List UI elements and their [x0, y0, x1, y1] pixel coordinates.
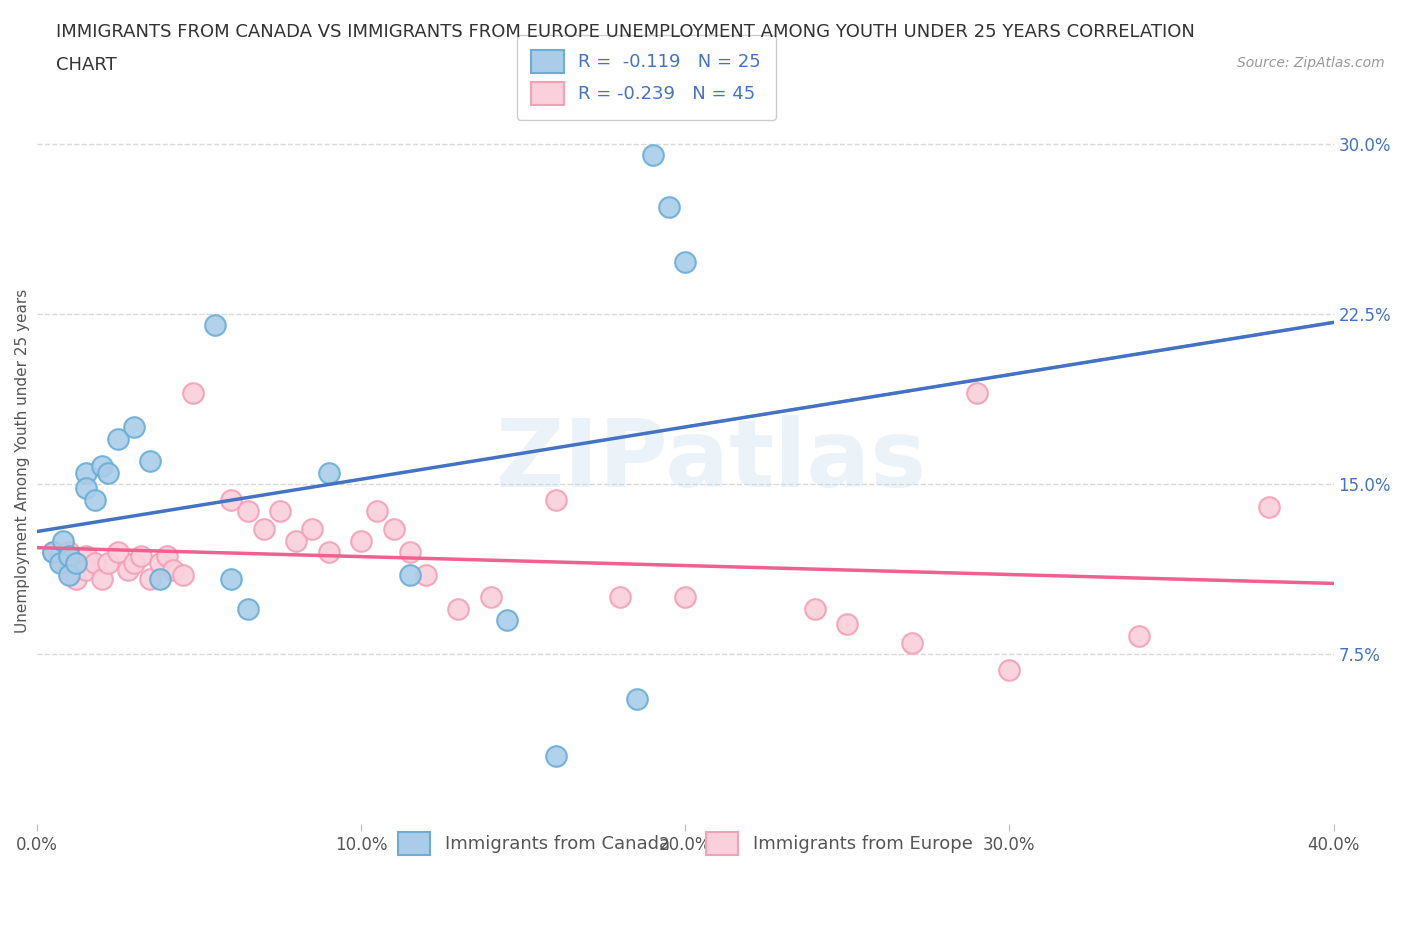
Text: IMMIGRANTS FROM CANADA VS IMMIGRANTS FROM EUROPE UNEMPLOYMENT AMONG YOUTH UNDER : IMMIGRANTS FROM CANADA VS IMMIGRANTS FRO…	[56, 23, 1195, 41]
Point	[318, 544, 340, 559]
Point	[837, 617, 859, 631]
Point	[52, 556, 75, 571]
Point	[75, 465, 97, 480]
Point	[626, 692, 648, 707]
Point	[181, 386, 204, 401]
Point	[496, 613, 519, 628]
Point	[52, 533, 75, 548]
Point	[673, 255, 696, 270]
Point	[58, 544, 80, 559]
Point	[155, 549, 177, 564]
Point	[447, 601, 470, 616]
Point	[139, 454, 162, 469]
Point	[269, 504, 291, 519]
Point	[97, 465, 120, 480]
Text: Source: ZipAtlas.com: Source: ZipAtlas.com	[1237, 56, 1385, 70]
Point	[90, 572, 112, 587]
Point	[149, 572, 172, 587]
Point	[221, 492, 243, 507]
Point	[236, 504, 259, 519]
Point	[609, 590, 631, 604]
Point	[75, 549, 97, 564]
Point	[998, 662, 1021, 677]
Point	[48, 556, 70, 571]
Point	[42, 544, 65, 559]
Point	[149, 556, 172, 571]
Point	[544, 749, 567, 764]
Point	[58, 549, 80, 564]
Point	[398, 567, 420, 582]
Point	[415, 567, 437, 582]
Point	[398, 544, 420, 559]
Point	[172, 567, 194, 582]
Point	[966, 386, 988, 401]
Point	[1257, 499, 1279, 514]
Point	[301, 522, 323, 537]
Point	[236, 601, 259, 616]
Point	[58, 567, 80, 582]
Point	[122, 419, 145, 434]
Point	[285, 533, 308, 548]
Point	[97, 556, 120, 571]
Point	[366, 504, 388, 519]
Point	[673, 590, 696, 604]
Point	[139, 572, 162, 587]
Point	[48, 549, 70, 564]
Point	[122, 556, 145, 571]
Point	[58, 563, 80, 578]
Point	[84, 492, 107, 507]
Point	[162, 563, 184, 578]
Point	[804, 601, 827, 616]
Legend: Immigrants from Canada, Immigrants from Europe: Immigrants from Canada, Immigrants from …	[384, 817, 987, 870]
Point	[221, 572, 243, 587]
Point	[84, 556, 107, 571]
Point	[65, 556, 87, 571]
Point	[544, 492, 567, 507]
Point	[75, 563, 97, 578]
Point	[641, 148, 664, 163]
Point	[253, 522, 276, 537]
Point	[42, 544, 65, 559]
Point	[117, 563, 139, 578]
Point	[658, 200, 681, 215]
Text: ZIPatlas: ZIPatlas	[495, 416, 927, 507]
Point	[318, 465, 340, 480]
Point	[75, 481, 97, 496]
Y-axis label: Unemployment Among Youth under 25 years: Unemployment Among Youth under 25 years	[15, 289, 30, 633]
Text: CHART: CHART	[56, 56, 117, 73]
Point	[1128, 629, 1150, 644]
Point	[129, 549, 152, 564]
Point	[204, 318, 226, 333]
Point	[65, 572, 87, 587]
Point	[901, 635, 924, 650]
Point	[479, 590, 502, 604]
Point	[107, 432, 129, 446]
Point	[350, 533, 373, 548]
Point	[90, 458, 112, 473]
Point	[382, 522, 405, 537]
Point	[107, 544, 129, 559]
